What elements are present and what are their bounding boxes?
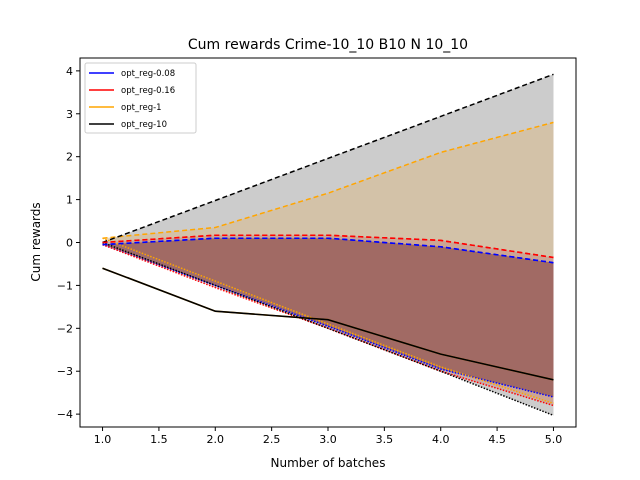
y-tick-label: −1 [57, 279, 73, 292]
series-lines [102, 73, 554, 417]
upper-line-opt_reg-1 [102, 121, 554, 239]
x-axis-label: Number of batches [271, 456, 386, 470]
upper-line-opt_reg-10 [102, 73, 554, 244]
legend-label-opt_reg-0.08: opt_reg-0.08 [121, 69, 175, 79]
mean-line-opt_reg-0.16 [102, 234, 554, 259]
legend-box [84, 62, 197, 134]
x-tick-label: 2.5 [263, 433, 281, 446]
legend-label-opt_reg-0.16: opt_reg-0.16 [121, 86, 175, 96]
mean-line-opt_reg-0.08 [102, 237, 554, 264]
y-tick-label: 4 [66, 65, 73, 78]
x-tick-label: 5.0 [545, 433, 563, 446]
x-tick-label: 4.5 [488, 433, 506, 446]
lower-line-opt_reg-10 [102, 241, 554, 417]
y-tick-label: 0 [66, 237, 73, 250]
x-tick-label: 3.5 [376, 433, 394, 446]
y-tick-label: −4 [57, 408, 73, 421]
y-axis-label: Cum rewards [29, 202, 43, 281]
x-tick-label: 1.5 [150, 433, 168, 446]
chart-title: Cum rewards Crime-10_10 B10 N 10_10 [188, 37, 468, 53]
band-opt_reg-0.08 [102, 238, 554, 397]
legend: opt_reg-0.08 opt_reg-0.16 opt_reg-1 opt_reg… [84, 62, 197, 134]
y-axis-ticks: −4 −3 −2 −1 0 1 2 3 4 [57, 65, 80, 421]
x-axis-ticks: 1.0 1.5 2.0 2.5 3.0 3.5 4.0 4.5 5.0 [94, 427, 562, 446]
y-tick-label: −2 [57, 322, 73, 335]
x-tick-label: 4.0 [432, 433, 450, 446]
x-tick-label: 1.0 [94, 433, 112, 446]
legend-label-opt_reg-1: opt_reg-1 [121, 103, 162, 113]
y-tick-label: −3 [57, 365, 73, 378]
mean-line-opt_reg-10 [102, 267, 554, 381]
lower-line-opt_reg-1 [102, 237, 554, 405]
lower-line-opt_reg-0.08 [102, 243, 554, 398]
x-tick-label: 3.0 [319, 433, 337, 446]
y-tick-label: 3 [66, 108, 73, 121]
y-tick-label: 1 [66, 194, 73, 207]
y-tick-label: 2 [66, 151, 73, 164]
x-tick-label: 2.0 [207, 433, 225, 446]
legend-label-opt_reg-10: opt_reg-10 [121, 120, 167, 130]
